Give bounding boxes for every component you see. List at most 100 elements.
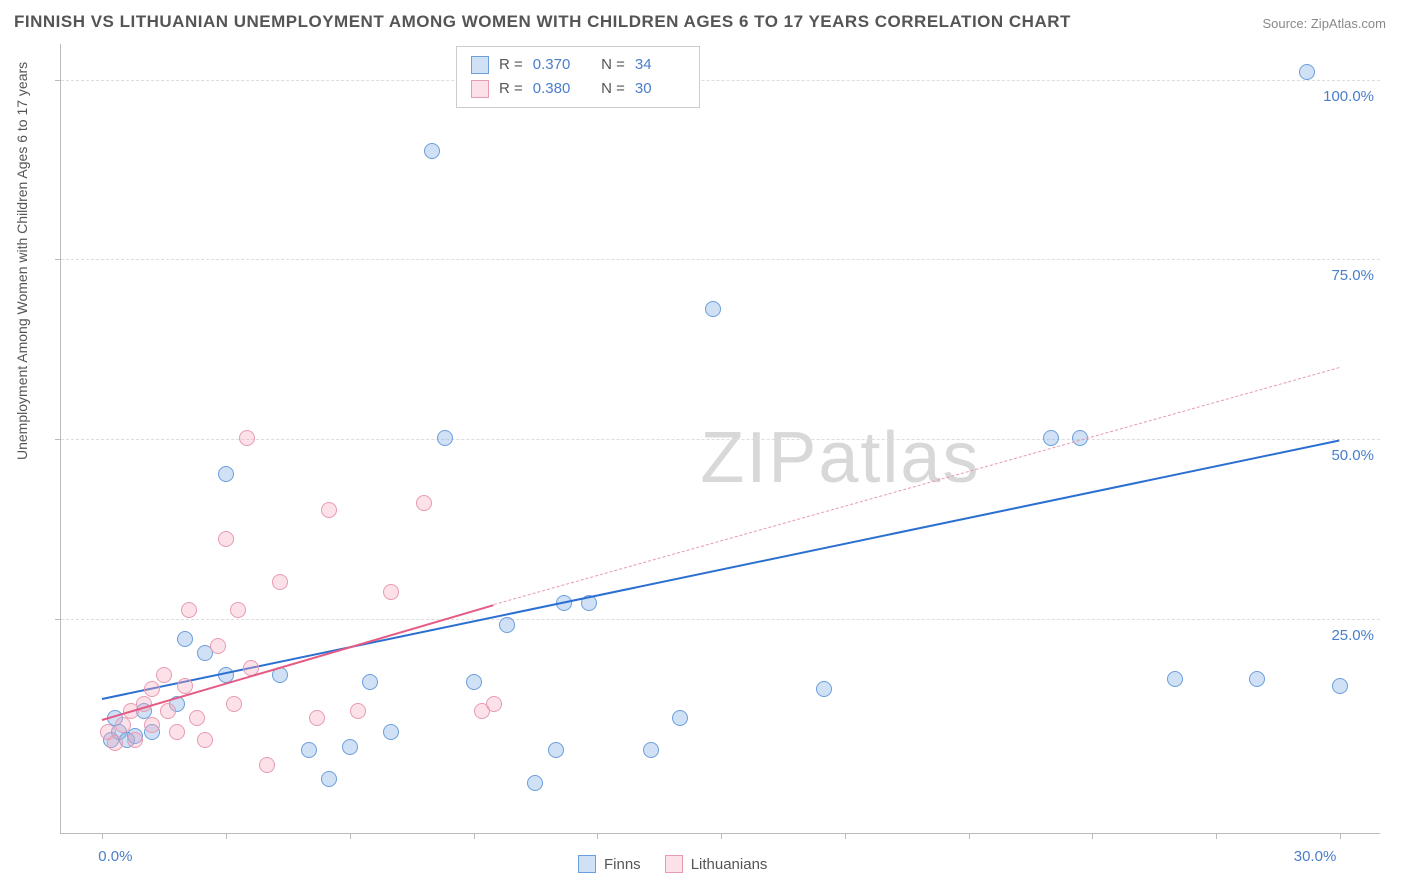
series-swatch-finns <box>578 855 596 873</box>
data-point-finns <box>1167 671 1183 687</box>
data-point-finns <box>321 771 337 787</box>
data-point-lithuanians <box>115 717 131 733</box>
data-point-lithuanians <box>239 430 255 446</box>
scatter-plot-area: ZIPatlas 25.0%50.0%75.0%100.0%0.0%30.0% <box>60 44 1380 834</box>
y-tick-label: 25.0% <box>1331 627 1374 644</box>
legend-n-label: N = <box>593 77 625 101</box>
watermark: ZIPatlas <box>700 417 980 499</box>
y-tick-label: 75.0% <box>1331 267 1374 284</box>
correlation-legend: R = 0.370 N = 34R = 0.380 N = 30 <box>456 46 700 108</box>
chart-title: FINNISH VS LITHUANIAN UNEMPLOYMENT AMONG… <box>14 12 1071 32</box>
y-tick <box>55 80 61 81</box>
x-tick <box>845 833 846 839</box>
data-point-finns <box>527 775 543 791</box>
data-point-finns <box>424 143 440 159</box>
gridline-h <box>61 439 1380 440</box>
legend-swatch-finns <box>471 56 489 74</box>
data-point-finns <box>548 742 564 758</box>
legend-row-lithuanians: R = 0.380 N = 30 <box>471 77 685 101</box>
data-point-lithuanians <box>350 703 366 719</box>
data-point-lithuanians <box>259 757 275 773</box>
data-point-lithuanians <box>169 724 185 740</box>
y-tick <box>55 439 61 440</box>
series-swatch-lithuanians <box>665 855 683 873</box>
data-point-lithuanians <box>177 678 193 694</box>
source-label: Source: <box>1262 16 1310 31</box>
data-point-finns <box>437 430 453 446</box>
legend-n-value: 34 <box>635 53 685 77</box>
series-label-lithuanians: Lithuanians <box>691 856 768 873</box>
regression-line <box>102 604 494 721</box>
legend-swatch-lithuanians <box>471 80 489 98</box>
legend-n-label: N = <box>593 53 625 77</box>
data-point-lithuanians <box>416 495 432 511</box>
x-tick <box>102 833 103 839</box>
data-point-lithuanians <box>218 531 234 547</box>
legend-n-value: 30 <box>635 77 685 101</box>
x-tick <box>1216 833 1217 839</box>
data-point-lithuanians <box>309 710 325 726</box>
regression-line <box>102 439 1340 700</box>
regression-line <box>494 367 1340 605</box>
x-tick-label: 0.0% <box>98 848 132 865</box>
series-legend-item-finns: Finns <box>578 855 641 873</box>
gridline-h <box>61 80 1380 81</box>
data-point-lithuanians <box>383 584 399 600</box>
series-legend: Finns Lithuanians <box>578 855 767 873</box>
x-tick <box>474 833 475 839</box>
source-attribution: Source: ZipAtlas.com <box>1262 16 1386 31</box>
data-point-lithuanians <box>181 602 197 618</box>
gridline-h <box>61 619 1380 620</box>
data-point-finns <box>643 742 659 758</box>
data-point-finns <box>1299 64 1315 80</box>
data-point-lithuanians <box>321 502 337 518</box>
data-point-finns <box>383 724 399 740</box>
x-tick-label: 30.0% <box>1294 848 1337 865</box>
data-point-finns <box>1332 678 1348 694</box>
data-point-finns <box>1249 671 1265 687</box>
data-point-lithuanians <box>230 602 246 618</box>
series-label-finns: Finns <box>604 856 641 873</box>
source-name: ZipAtlas.com <box>1311 16 1386 31</box>
data-point-finns <box>362 674 378 690</box>
data-point-lithuanians <box>272 574 288 590</box>
data-point-finns <box>1043 430 1059 446</box>
data-point-lithuanians <box>156 667 172 683</box>
data-point-finns <box>342 739 358 755</box>
data-point-lithuanians <box>189 710 205 726</box>
data-point-lithuanians <box>160 703 176 719</box>
legend-r-value: 0.370 <box>533 53 583 77</box>
y-axis-label: Unemployment Among Women with Children A… <box>14 62 30 460</box>
gridline-h <box>61 259 1380 260</box>
y-tick-label: 50.0% <box>1331 447 1374 464</box>
x-tick <box>721 833 722 839</box>
x-tick <box>969 833 970 839</box>
data-point-finns <box>499 617 515 633</box>
data-point-lithuanians <box>197 732 213 748</box>
data-point-finns <box>177 631 193 647</box>
data-point-finns <box>218 466 234 482</box>
data-point-lithuanians <box>144 717 160 733</box>
data-point-finns <box>301 742 317 758</box>
data-point-lithuanians <box>486 696 502 712</box>
x-tick <box>597 833 598 839</box>
y-tick <box>55 259 61 260</box>
x-tick <box>226 833 227 839</box>
data-point-lithuanians <box>127 732 143 748</box>
x-tick <box>1340 833 1341 839</box>
data-point-lithuanians <box>144 681 160 697</box>
x-tick <box>350 833 351 839</box>
y-tick-label: 100.0% <box>1323 88 1374 105</box>
legend-row-finns: R = 0.370 N = 34 <box>471 53 685 77</box>
data-point-finns <box>672 710 688 726</box>
data-point-finns <box>705 301 721 317</box>
data-point-lithuanians <box>107 735 123 751</box>
chart-container: FINNISH VS LITHUANIAN UNEMPLOYMENT AMONG… <box>0 0 1406 892</box>
data-point-finns <box>816 681 832 697</box>
legend-r-label: R = <box>499 53 523 77</box>
data-point-lithuanians <box>210 638 226 654</box>
x-tick <box>1092 833 1093 839</box>
series-legend-item-lithuanians: Lithuanians <box>665 855 768 873</box>
data-point-lithuanians <box>226 696 242 712</box>
legend-r-label: R = <box>499 77 523 101</box>
